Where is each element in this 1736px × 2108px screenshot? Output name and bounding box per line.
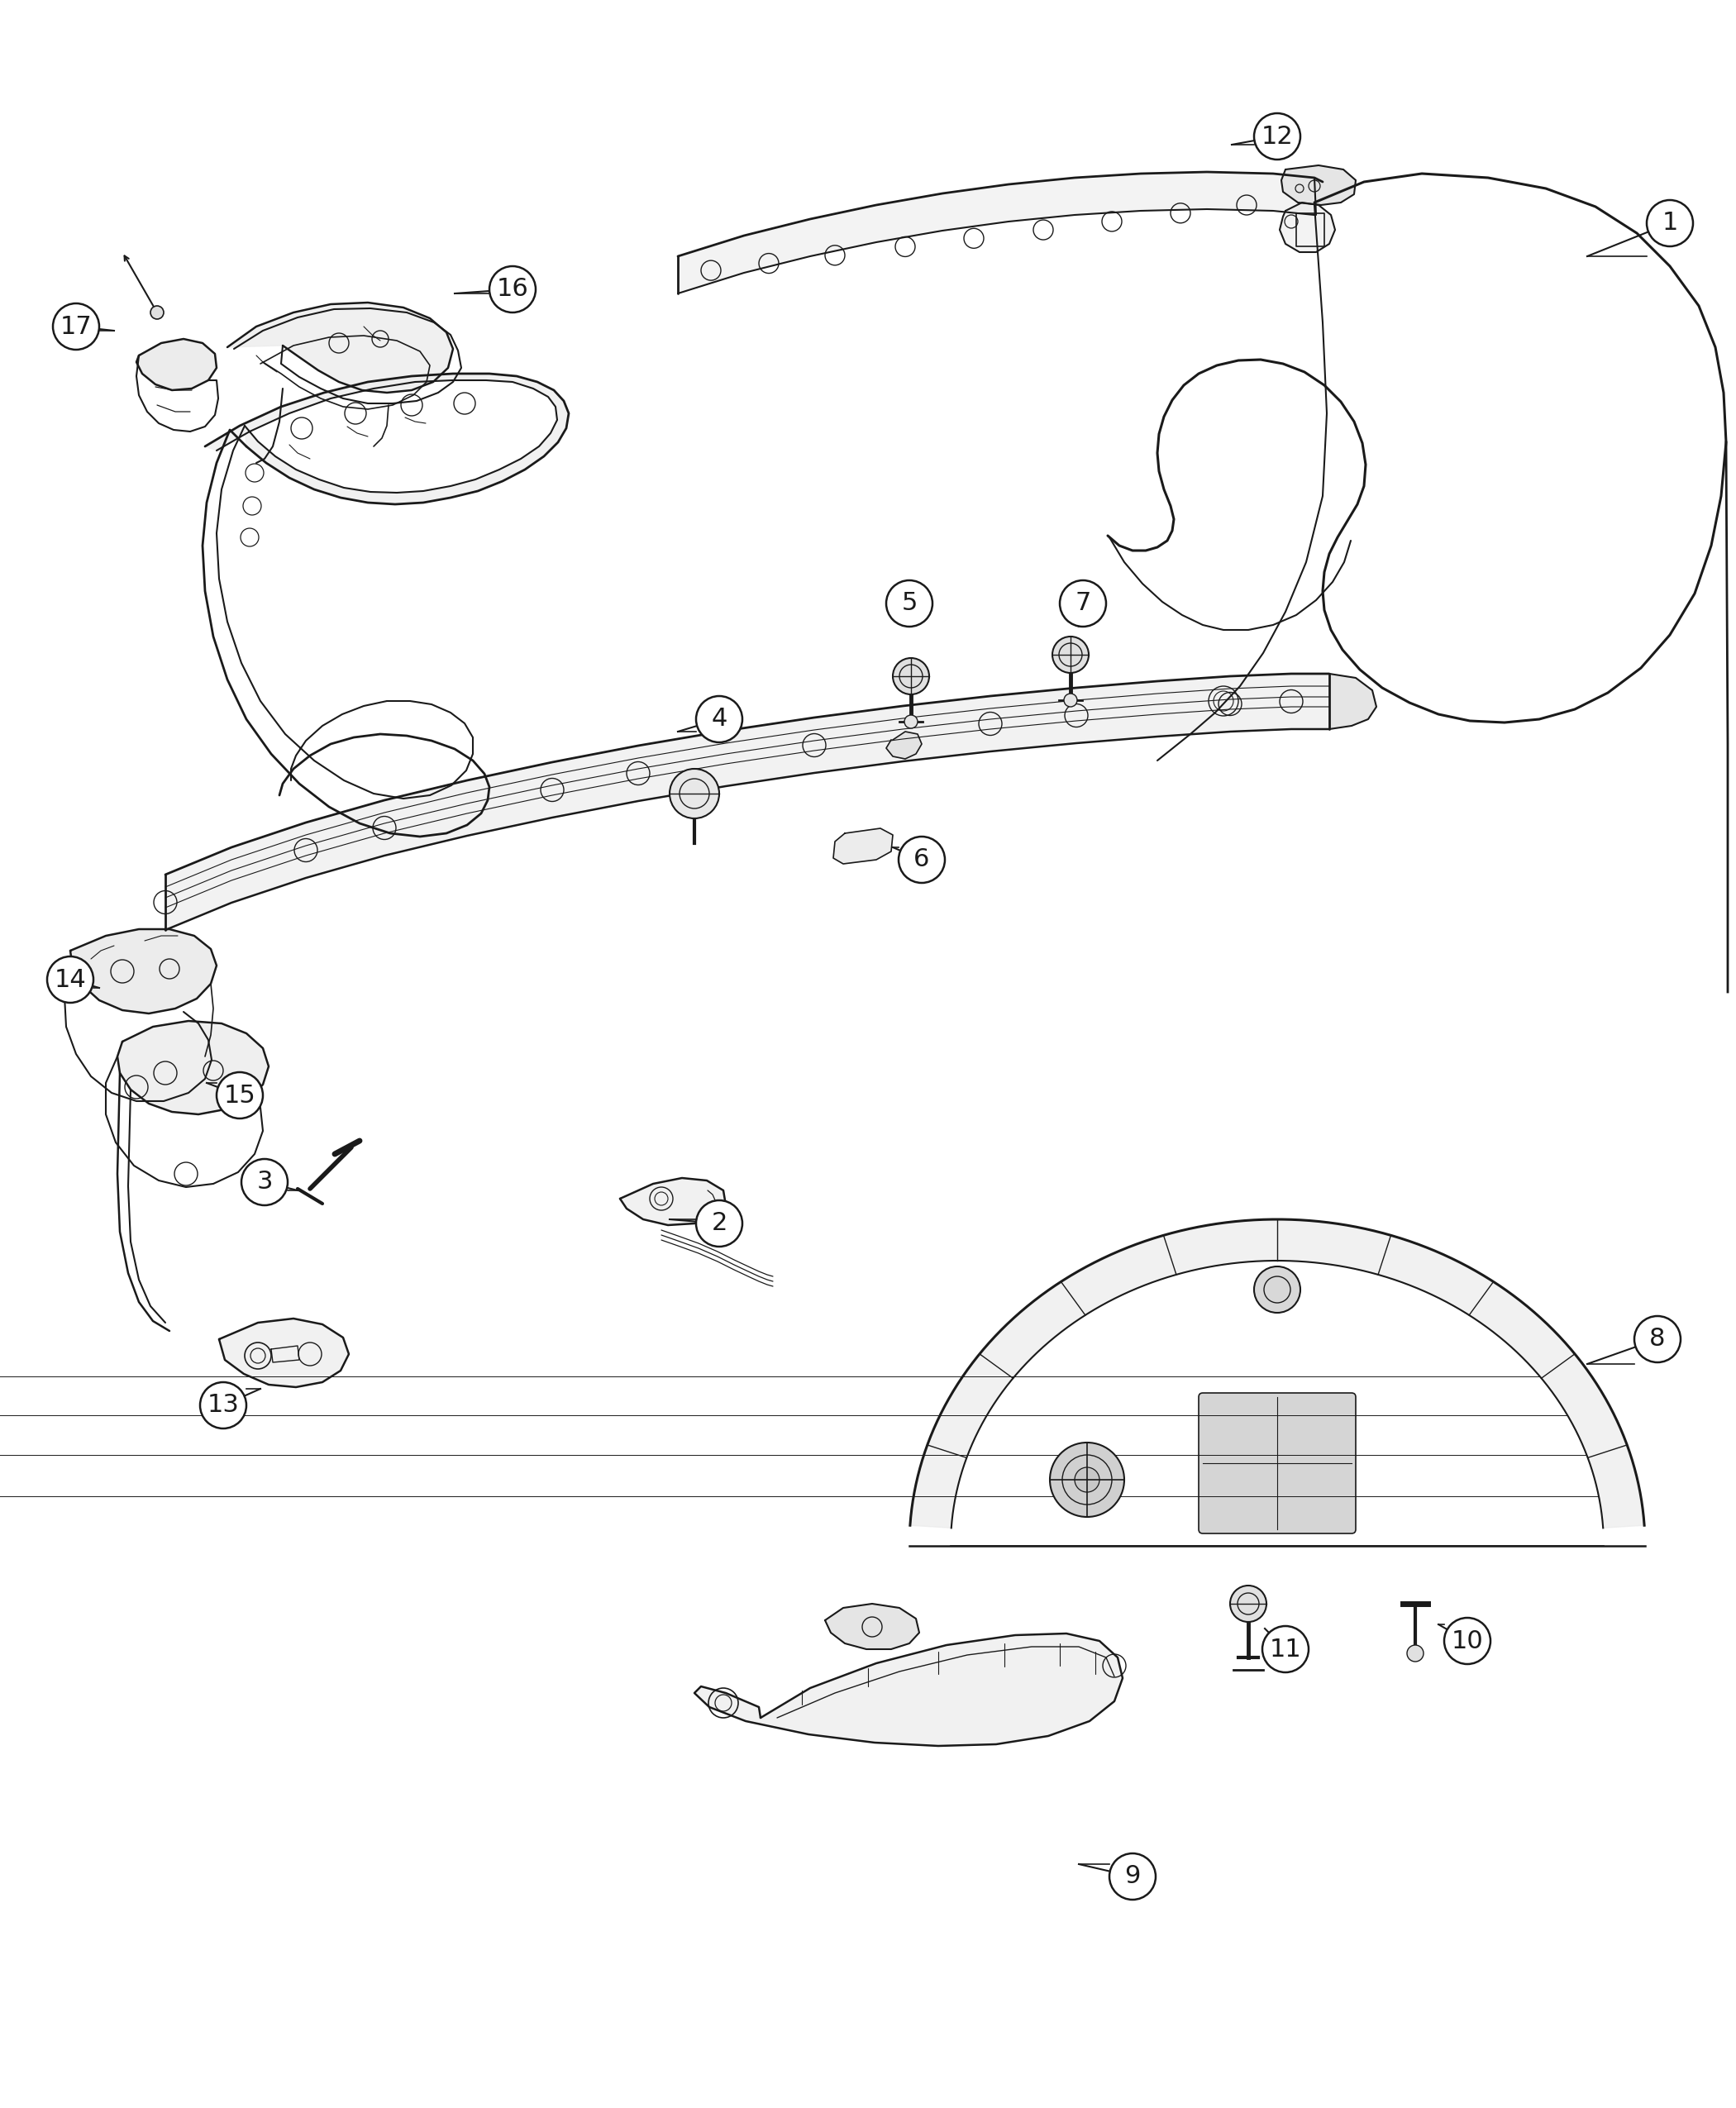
Text: 15: 15 [224,1084,255,1107]
Circle shape [696,696,743,742]
Circle shape [1064,694,1076,706]
Text: 1: 1 [1661,211,1679,236]
Circle shape [1050,1442,1125,1518]
Text: 2: 2 [712,1212,727,1235]
Text: 13: 13 [207,1393,240,1417]
Circle shape [1059,580,1106,626]
Polygon shape [620,1178,726,1225]
Circle shape [1075,1467,1099,1492]
Circle shape [899,837,944,883]
Circle shape [52,304,99,350]
Circle shape [885,580,932,626]
Text: 5: 5 [901,592,917,616]
Circle shape [1406,1644,1424,1661]
Text: 9: 9 [1125,1866,1141,1889]
Text: 12: 12 [1260,124,1293,148]
Text: 7: 7 [1075,592,1090,616]
FancyBboxPatch shape [1198,1393,1356,1533]
Polygon shape [910,1218,1644,1528]
Circle shape [217,1073,262,1119]
Polygon shape [118,1020,269,1115]
Text: 8: 8 [1649,1328,1665,1351]
Polygon shape [833,828,892,864]
Circle shape [1253,1267,1300,1313]
Text: 14: 14 [54,968,87,991]
Circle shape [670,769,719,818]
Polygon shape [825,1604,920,1648]
Polygon shape [137,339,217,390]
Text: 11: 11 [1269,1638,1302,1661]
Polygon shape [885,731,922,759]
Text: 10: 10 [1451,1629,1483,1653]
Circle shape [47,957,94,1003]
Text: 16: 16 [496,278,528,301]
Polygon shape [227,304,453,392]
Circle shape [151,306,163,318]
Polygon shape [165,675,1330,930]
Polygon shape [205,373,569,504]
Text: 3: 3 [257,1170,273,1193]
Polygon shape [1279,202,1335,253]
Circle shape [241,1159,288,1206]
Circle shape [1052,637,1088,672]
Circle shape [1109,1853,1156,1899]
Circle shape [200,1383,247,1429]
Circle shape [696,1199,743,1246]
Polygon shape [219,1318,349,1387]
Circle shape [892,658,929,694]
Circle shape [1647,200,1693,247]
Circle shape [1634,1315,1680,1362]
Polygon shape [694,1634,1123,1745]
Polygon shape [677,173,1323,293]
Circle shape [1444,1617,1491,1663]
Polygon shape [1330,675,1377,729]
Circle shape [1262,1625,1309,1672]
Text: 6: 6 [913,847,930,873]
Circle shape [904,715,918,727]
Text: 4: 4 [712,706,727,731]
Polygon shape [69,930,217,1014]
Circle shape [1231,1585,1267,1621]
Text: 17: 17 [61,314,92,339]
Circle shape [490,266,536,312]
Circle shape [1253,114,1300,160]
Polygon shape [1281,164,1356,204]
